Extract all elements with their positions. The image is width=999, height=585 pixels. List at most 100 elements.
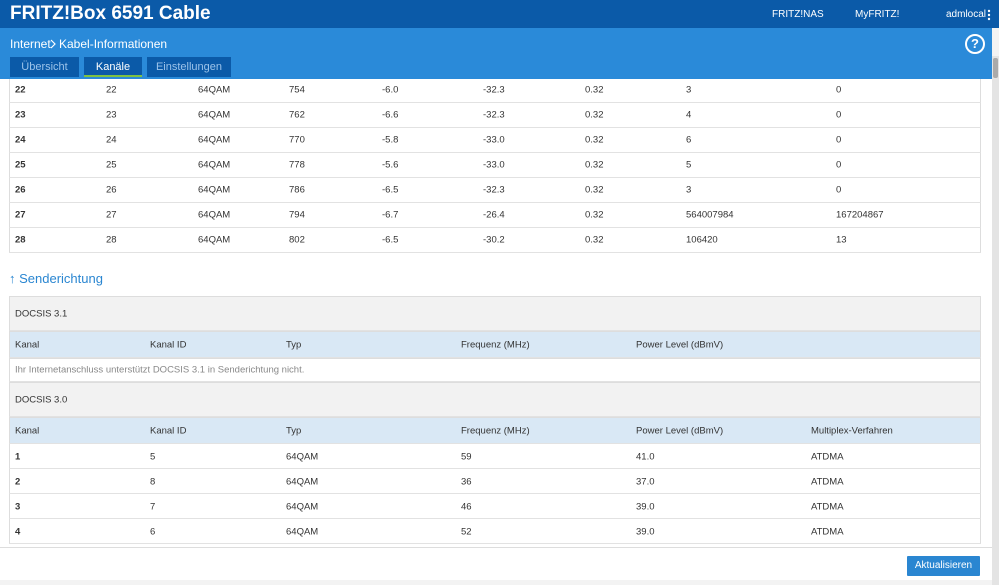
table-cell: 26 — [106, 184, 117, 196]
table-cell: 0 — [836, 184, 842, 196]
scrollbar-thumb[interactable] — [993, 58, 998, 78]
table-header-row — [9, 417, 981, 444]
table-cell: 22 — [15, 84, 26, 96]
table-cell: 64QAM — [198, 184, 231, 196]
nav-link[interactable]: admlocal — [946, 9, 987, 20]
table-cell: 2 — [15, 476, 21, 488]
table-cell: 786 — [289, 184, 305, 196]
refresh-button[interactable]: Aktualisieren — [907, 556, 980, 576]
table-cell: 52 — [461, 526, 472, 538]
table-cell: 22 — [106, 84, 117, 96]
table-header-row — [9, 331, 981, 358]
table-cell: 64QAM — [198, 84, 231, 96]
table-cell: 0.32 — [585, 184, 604, 196]
table-cell: 39.0 — [636, 501, 655, 513]
table-title-row — [9, 296, 981, 331]
table-cell: 59 — [461, 451, 472, 463]
table-cell: -32.3 — [483, 109, 505, 121]
table-cell: 25 — [15, 159, 26, 171]
table-row — [9, 469, 981, 494]
table-cell: 4 — [15, 526, 21, 538]
table-cell: -26.4 — [483, 209, 505, 221]
column-header: Typ — [286, 425, 302, 437]
nav-link[interactable]: FRITZ!NAS — [772, 9, 824, 20]
table-cell: 770 — [289, 134, 305, 146]
table-row — [9, 153, 981, 178]
table-cell: -6.7 — [382, 209, 399, 221]
table-cell: 0.32 — [585, 209, 604, 221]
table-row — [9, 203, 981, 228]
table-row — [9, 103, 981, 128]
table-cell: -30.2 — [483, 234, 505, 246]
tab[interactable]: Kanäle — [84, 57, 142, 77]
footer: Aktualisieren — [0, 547, 992, 580]
column-header: Frequenz (MHz) — [461, 339, 530, 351]
section-heading[interactable]: ↑ Senderichtung — [9, 271, 103, 286]
table-cell: 0 — [836, 109, 842, 121]
table-cell: 28 — [106, 234, 117, 246]
nav-link[interactable]: MyFRITZ! — [855, 9, 900, 20]
scrollbar[interactable] — [992, 56, 999, 585]
table-cell: -6.5 — [382, 234, 399, 246]
table-cell: 802 — [289, 234, 305, 246]
breadcrumb-separator — [50, 39, 56, 49]
table-cell: ATDMA — [811, 526, 844, 538]
table-cell: 64QAM — [286, 476, 319, 488]
tab[interactable]: Übersicht — [10, 57, 79, 77]
table-cell: 25 — [106, 159, 117, 171]
table-cell: 754 — [289, 84, 305, 96]
column-header: Power Level (dBmV) — [636, 425, 724, 437]
column-header: Kanal — [15, 339, 40, 351]
table-cell: ATDMA — [811, 501, 844, 513]
table-cell: 46 — [461, 501, 472, 513]
table-cell: 794 — [289, 209, 305, 221]
table-cell: -6.6 — [382, 109, 399, 121]
table-cell: 64QAM — [198, 209, 231, 221]
app-title: FRITZ!Box 6591 Cable — [10, 3, 211, 24]
table-cell: 0.32 — [585, 159, 604, 171]
help-button[interactable]: ? — [965, 34, 985, 54]
column-header: Kanal ID — [150, 425, 187, 437]
column-header: Multiplex-Verfahren — [811, 425, 893, 437]
table-title-row — [9, 382, 981, 417]
table-cell: 26 — [15, 184, 26, 196]
table-title: DOCSIS 3.0 — [15, 394, 68, 406]
table-cell: -6.5 — [382, 184, 399, 196]
table-cell: 167204867 — [836, 209, 884, 221]
table-cell: 27 — [15, 209, 26, 221]
table-cell: 778 — [289, 159, 305, 171]
menu-icon[interactable] — [987, 9, 991, 21]
table-title: DOCSIS 3.1 — [15, 308, 68, 320]
sub-bar: Internet Kabel-Informationen ? Übersicht… — [0, 28, 992, 79]
table-cell: 0 — [836, 159, 842, 171]
table-cell: 23 — [15, 109, 26, 121]
tab[interactable]: Einstellungen — [147, 57, 231, 77]
table-cell: ATDMA — [811, 451, 844, 463]
table-cell: 39.0 — [636, 526, 655, 538]
table-cell: 3 — [15, 501, 21, 513]
table-cell: -32.3 — [483, 184, 505, 196]
table-cell: 36 — [461, 476, 472, 488]
table-cell: 4 — [686, 109, 692, 121]
table-cell: 0.32 — [585, 134, 604, 146]
top-bar: FRITZ!Box 6591 Cable FRITZ!NAS MyFRITZ! … — [0, 0, 999, 28]
table-cell: 24 — [106, 134, 117, 146]
table-cell: 0 — [836, 134, 842, 146]
breadcrumb[interactable]: Internet — [10, 37, 51, 51]
table-cell: -5.6 — [382, 159, 399, 171]
table-row — [9, 444, 981, 469]
table-cell: -32.3 — [483, 84, 505, 96]
table-cell: 64QAM — [198, 134, 231, 146]
table-cell: 64QAM — [198, 159, 231, 171]
table-cell: 1 — [15, 451, 21, 463]
column-header: Kanal — [15, 425, 40, 437]
table-cell: -5.8 — [382, 134, 399, 146]
table-message: Ihr Internetanschluss unterstützt DOCSIS… — [15, 364, 305, 376]
table-cell: 37.0 — [636, 476, 655, 488]
table-cell: 762 — [289, 109, 305, 121]
table-cell: 64QAM — [286, 526, 319, 538]
message-row — [9, 358, 981, 382]
table-row — [9, 494, 981, 519]
table-cell: 6 — [686, 134, 692, 146]
